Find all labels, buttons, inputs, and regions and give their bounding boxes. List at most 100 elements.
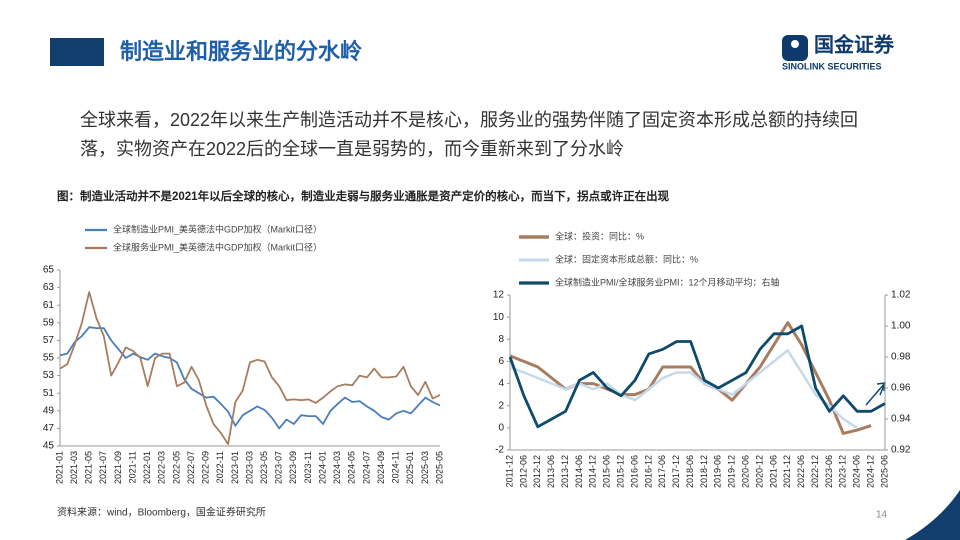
x-tick-label: 2023-09 [288, 451, 298, 484]
x-tick-label: 2024-11 [391, 451, 401, 483]
x-tick-label: 2025-05 [434, 451, 444, 484]
series-line [59, 291, 441, 446]
x-tick-label: 2015-12 [615, 455, 625, 488]
x-tick-label: 2022-09 [201, 451, 211, 484]
x-tick-label: 2014-12 [588, 455, 598, 488]
legend-label: 全球服务业PMI_美英德法中GDP加权（Markit口径） [113, 241, 322, 252]
x-tick-label: 2025-06 [879, 455, 889, 488]
x-tick-label: 2025-01 [405, 451, 415, 484]
x-tick-label: 2023-05 [259, 451, 269, 484]
y-tick-label: 0 [498, 422, 504, 433]
x-tick-label: 2019-12 [727, 455, 737, 488]
y-tick-label: 57 [43, 335, 55, 346]
x-tick-label: 2021-06 [768, 455, 778, 488]
y-tick-label: 65 [43, 265, 55, 276]
x-tick-label: 2012-06 [518, 455, 528, 488]
legend-label: 全球制造业PMI/全球服务业PMI：12个月移动平均：右轴 [555, 276, 780, 287]
x-tick-label: 2021-09 [113, 451, 123, 484]
x-tick-label: 2013-06 [546, 455, 556, 488]
body-line: 落，实物资产在2022后的全球一直是弱势的，而今重新来到了分水岭 [80, 139, 624, 159]
x-tick-label: 2016-12 [643, 455, 653, 488]
y-tick-label: 12 [493, 290, 505, 301]
x-tick-label: 2022-01 [142, 451, 152, 484]
figure-caption: 图：制造业活动并不是2021年以后全球的核心，制造业走弱与服务业通胀是资产定价的… [57, 189, 670, 203]
logo-dot [791, 40, 799, 48]
x-tick-label: 2024-12 [865, 455, 875, 488]
x-tick-label: 2024-05 [347, 451, 357, 484]
y-tick-label: 10 [493, 312, 505, 323]
x-tick-label: 2023-12 [838, 455, 848, 488]
series-line [508, 324, 886, 429]
x-tick-label: 2016-06 [629, 455, 639, 488]
y2-tick-label: 1.02 [891, 290, 911, 301]
x-tick-label: 2022-05 [171, 451, 181, 484]
y-tick-label: 2 [498, 400, 504, 411]
series-line [59, 326, 441, 430]
x-tick-label: 2024-09 [376, 451, 386, 484]
x-tick-label: 2021-05 [84, 451, 94, 484]
y-tick-label: 6 [498, 356, 504, 367]
x-tick-label: 2015-06 [602, 455, 612, 488]
x-tick-label: 2020-12 [754, 455, 764, 488]
y-tick-label: 63 [43, 282, 55, 293]
x-tick-label: 2018-06 [685, 455, 695, 488]
x-tick-label: 2022-07 [186, 451, 196, 484]
annotation-arrow [865, 382, 886, 406]
y2-tick-label: 0.92 [891, 445, 911, 456]
x-tick-label: 2022-03 [157, 451, 167, 484]
x-tick-label: 2023-06 [824, 455, 834, 488]
y-tick-label: 53 [43, 370, 55, 381]
page-number: 14 [876, 510, 888, 521]
y-tick-label: 49 [43, 405, 55, 416]
x-tick-label: 2019-06 [713, 455, 723, 488]
x-tick-label: 2018-12 [699, 455, 709, 488]
header-block [50, 38, 104, 66]
x-tick-label: 2025-03 [420, 451, 430, 484]
y-tick-label: 8 [498, 334, 504, 345]
x-tick-label: 2022-06 [796, 455, 806, 488]
source: 资料来源：wind，Bloomberg，国金证券研究所 [57, 506, 266, 519]
x-tick-label: 2017-12 [671, 455, 681, 488]
x-tick-label: 2017-06 [657, 455, 667, 488]
series-line [509, 349, 858, 429]
y2-tick-label: 0.98 [891, 352, 911, 363]
y2-tick-label: 1.00 [891, 321, 911, 332]
x-tick-label: 2024-03 [332, 451, 342, 484]
corner-decoration [905, 490, 960, 540]
x-tick-label: 2023-03 [244, 451, 254, 484]
x-tick-label: 2020-06 [740, 455, 750, 488]
y2-tick-label: 0.96 [891, 383, 911, 394]
slide-title: 制造业和服务业的分水岭 [120, 39, 362, 64]
x-tick-label: 2021-01 [54, 451, 64, 484]
y-tick-label: 59 [43, 317, 55, 328]
series-line [509, 321, 872, 435]
x-tick-label: 2021-07 [98, 451, 108, 484]
x-tick-label: 2021-03 [69, 451, 79, 484]
x-tick-label: 2013-12 [560, 455, 570, 488]
x-tick-label: 2024-06 [852, 455, 862, 488]
y-tick-label: 45 [43, 441, 55, 452]
legend-label: 全球：投资：同比：% [555, 230, 644, 241]
x-tick-label: 2014-06 [574, 455, 584, 488]
y-tick-label: 4 [498, 378, 504, 389]
x-tick-label: 2024-07 [361, 451, 371, 484]
y-tick-label: 55 [43, 353, 55, 364]
y-tick-label: 61 [43, 300, 55, 311]
body-line: 全球来看，2022年以来生产制造活动并不是核心，服务业的强势伴随了固定资本形成总… [80, 110, 858, 130]
y-tick-label: -2 [495, 445, 504, 456]
legend-label: 全球：固定资本形成总额：同比：% [555, 253, 698, 264]
x-tick-label: 2023-11 [303, 451, 313, 483]
x-tick-label: 2022-11 [215, 451, 225, 483]
logo: 国金证券 SINOLINK SECURITIES [782, 32, 895, 71]
x-tick-label: 2023-01 [230, 451, 240, 484]
legend-label: 全球制造业PMI_美英德法中GDP加权（Markit口径） [113, 223, 322, 234]
y-tick-label: 47 [43, 423, 55, 434]
x-tick-label: 2012-12 [532, 455, 542, 488]
logo-name: 国金证券 [814, 32, 895, 56]
x-tick-label: 2023-07 [274, 451, 284, 484]
x-tick-label: 2022-12 [810, 455, 820, 488]
x-tick-label: 2021-12 [782, 455, 792, 488]
x-tick-label: 2021-11 [127, 451, 137, 483]
logo-subtitle: SINOLINK SECURITIES [782, 61, 882, 71]
